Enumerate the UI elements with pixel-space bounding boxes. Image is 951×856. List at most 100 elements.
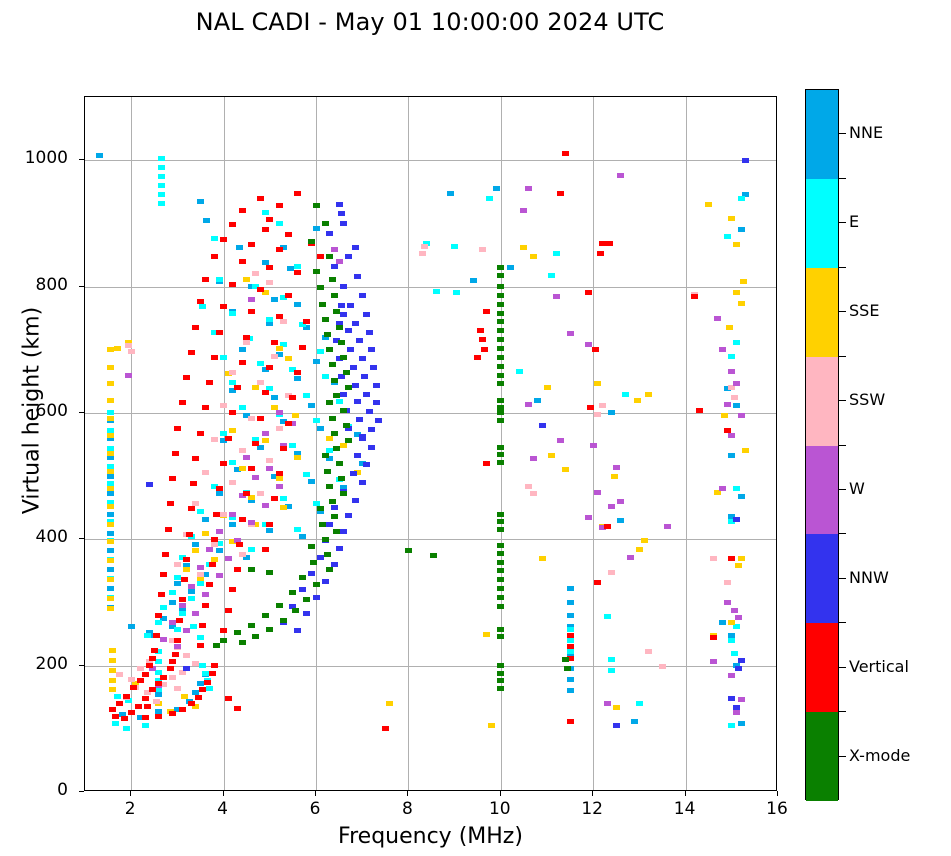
scatter-point-ssw — [153, 698, 161, 704]
scatter-point-vertical — [199, 687, 207, 693]
scatter-point-e — [732, 486, 740, 492]
scatter-point-x-mode — [321, 536, 329, 542]
scatter-point-nnw — [307, 570, 315, 576]
scatter-point-ssw — [220, 402, 228, 408]
scatter-point-vertical — [194, 694, 202, 700]
colorbar-label-vertical: Vertical — [849, 656, 909, 676]
colorbar-boundary-tick-1 — [839, 266, 846, 268]
scatter-point-x-mode — [497, 310, 505, 316]
scatter-point-ssw — [127, 677, 135, 682]
scatter-point-nne — [197, 680, 204, 686]
scatter-point-sse — [210, 557, 218, 562]
y-tick-label-400: 400 — [35, 527, 68, 548]
scatter-point-vertical — [566, 632, 574, 638]
scatter-point-sse — [728, 620, 736, 626]
scatter-point-nnw — [732, 516, 740, 522]
scatter-point-x-mode — [335, 461, 343, 466]
scatter-point-nne — [728, 632, 736, 638]
scatter-point-sse — [106, 606, 114, 612]
scatter-point-vertical — [183, 375, 191, 380]
scatter-point-x-mode — [247, 567, 255, 573]
scatter-point-e — [728, 519, 736, 525]
scatter-point-nnw — [303, 611, 311, 617]
colorbar-tick-w — [839, 488, 846, 490]
scatter-point-vertical — [709, 635, 717, 641]
scatter-point-e — [261, 209, 269, 215]
scatter-point-vertical — [696, 407, 703, 413]
scatter-point-nnw — [321, 578, 329, 584]
y-tick-1000 — [79, 159, 84, 161]
scatter-point-ssw — [257, 491, 265, 497]
scatter-point-x-mode — [289, 589, 297, 595]
scatter-point-e — [608, 668, 616, 674]
scatter-point-nnw — [340, 220, 348, 226]
scatter-point-nne — [106, 567, 114, 573]
scatter-point-vertical — [120, 716, 128, 722]
scatter-point-nne — [469, 277, 477, 283]
scatter-point-nnw — [363, 391, 371, 397]
scatter-point-vertical — [238, 516, 246, 522]
scatter-point-vertical — [243, 491, 251, 497]
scatter-point-vertical — [261, 390, 269, 396]
scatter-point-x-mode — [319, 521, 327, 527]
scatter-point-ssw — [243, 339, 251, 345]
scatter-point-ssw — [173, 685, 181, 691]
scatter-point-vertical — [220, 304, 228, 310]
scatter-point-nne — [192, 689, 200, 695]
scatter-point-nne — [173, 707, 181, 713]
scatter-point-nnw — [349, 471, 357, 477]
scatter-point-nne — [723, 386, 731, 392]
scatter-point-e — [603, 613, 611, 619]
scatter-point-nne — [608, 410, 616, 416]
scatter-point-nne — [118, 712, 126, 718]
scatter-point-e — [289, 443, 297, 449]
scatter-point-vertical — [155, 612, 163, 618]
scatter-point-sse — [275, 346, 283, 351]
scatter-point-nne — [183, 563, 191, 569]
scatter-point-sse — [106, 364, 114, 370]
scatter-point-ssw — [284, 392, 292, 398]
scatter-point-nne — [160, 616, 167, 622]
scatter-point-vertical — [111, 713, 119, 719]
colorbar-boundary-tick-4 — [839, 533, 846, 535]
scatter-point-vertical — [289, 395, 297, 401]
scatter-point-sse — [488, 722, 496, 728]
scatter-point-vertical — [187, 701, 195, 706]
scatter-point-ssw — [478, 247, 486, 253]
scatter-point-nnw — [349, 364, 357, 370]
scatter-point-nnw — [183, 665, 191, 671]
scatter-point-sse — [109, 668, 117, 674]
scatter-point-sse — [705, 201, 713, 207]
scatter-point-ssw — [594, 411, 602, 417]
scatter-point-vertical — [148, 687, 156, 693]
scatter-point-w — [585, 515, 593, 521]
scatter-point-nne — [728, 514, 736, 519]
scatter-point-w — [617, 498, 625, 504]
scatter-point-nne — [617, 517, 625, 523]
scatter-point-x-mode — [333, 529, 341, 535]
scatter-point-vertical — [236, 541, 244, 547]
scatter-point-nnw — [732, 704, 740, 710]
colorbar-tick-e — [839, 222, 846, 224]
scatter-point-nne — [192, 541, 200, 547]
page-title: NAL CADI - May 01 10:00:00 2024 UTC — [195, 8, 665, 36]
scatter-point-ssw — [709, 555, 717, 561]
scatter-point-x-mode — [252, 634, 260, 640]
scatter-point-sse — [243, 276, 251, 282]
scatter-point-ssw — [659, 664, 666, 670]
scatter-point-sse — [106, 347, 114, 353]
y-tick-label-600: 600 — [35, 400, 68, 421]
scatter-point-sse — [229, 539, 237, 545]
scatter-point-x-mode — [497, 337, 505, 343]
scatter-point-x-mode — [335, 324, 343, 330]
scatter-point-vertical — [481, 347, 489, 353]
scatter-point-vertical — [270, 339, 278, 345]
scatter-point-nne — [280, 244, 288, 250]
scatter-point-x-mode — [497, 284, 505, 289]
scatter-point-e — [210, 236, 218, 241]
scatter-point-vertical — [483, 309, 491, 315]
scatter-point-nne — [294, 375, 301, 381]
scatter-point-nnw — [354, 399, 362, 404]
scatter-point-vertical — [178, 400, 186, 406]
scatter-point-nne — [280, 419, 288, 425]
